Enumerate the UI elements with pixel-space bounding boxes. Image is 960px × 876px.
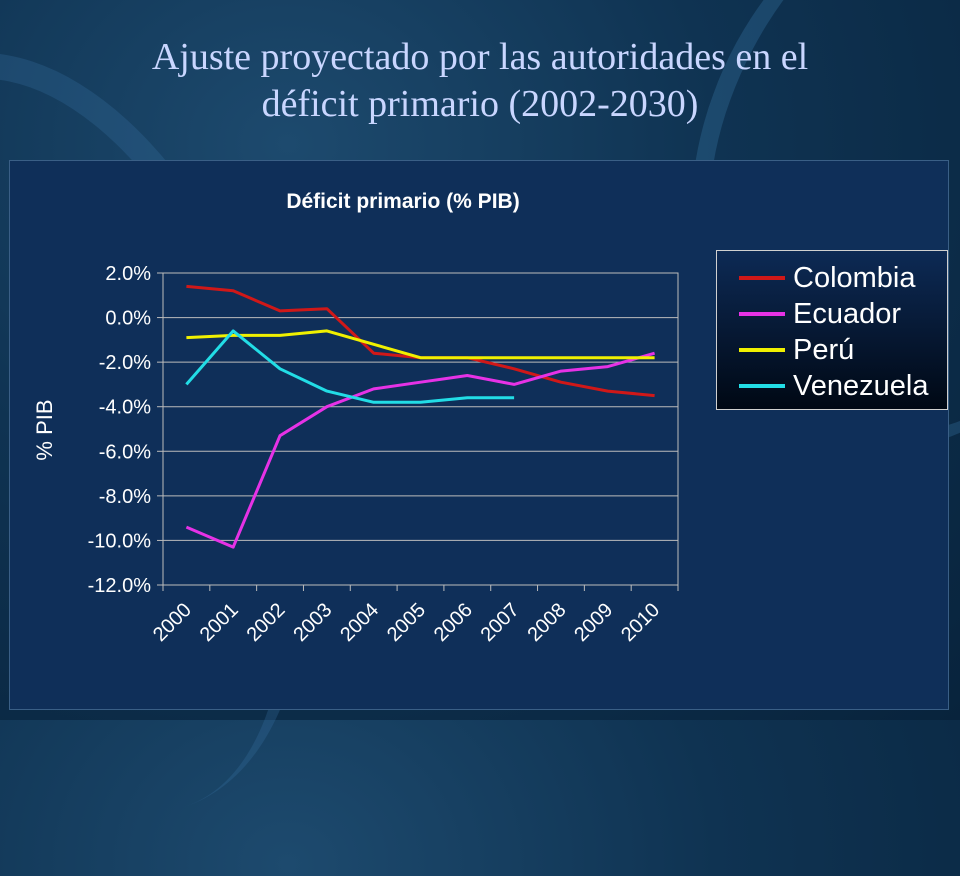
series-line-colombia — [186, 284, 655, 398]
x-tick-label: 2009 — [570, 599, 617, 646]
legend-item-colombia: Colombia — [717, 259, 947, 297]
y-tick-label: -10.0% — [88, 530, 152, 552]
legend-swatch — [739, 348, 785, 352]
legend-swatch — [739, 384, 785, 388]
x-tick-label: 2001 — [196, 599, 243, 646]
y-tick-label: 0.0% — [105, 308, 151, 330]
legend-swatch — [739, 276, 785, 280]
x-tick-label: 2006 — [430, 599, 477, 646]
x-tick-label: 2010 — [617, 599, 664, 646]
legend-label: Ecuador — [793, 298, 902, 330]
legend-label: Perú — [793, 334, 855, 366]
legend-item-venezuela: Venezuela — [717, 367, 947, 405]
x-tick-label: 2005 — [383, 599, 430, 646]
slide-title: Ajuste proyectado por las autoridades en… — [0, 34, 960, 128]
chart-title: Déficit primario (% PIB) — [286, 190, 519, 213]
legend-swatch — [739, 312, 785, 316]
slide-title-line: Ajuste proyectado por las autoridades en… — [151, 36, 809, 78]
y-axis-label: % PIB — [32, 399, 57, 460]
legend-item-ecuador: Ecuador — [717, 295, 947, 333]
chart-legend: Colombia Ecuador Perú Venezuela — [716, 250, 948, 410]
x-tick-label: 2000 — [149, 599, 196, 646]
x-tick-label: 2002 — [243, 599, 290, 646]
legend-label: Venezuela — [793, 370, 929, 402]
y-tick-label: -8.0% — [99, 486, 151, 508]
y-tick-label: 2.0% — [105, 263, 151, 285]
series-line-venezuela — [185, 329, 515, 404]
x-tick-label: 2007 — [477, 599, 524, 646]
y-tick-label: -2.0% — [99, 352, 151, 374]
x-tick-label: 2008 — [523, 599, 570, 646]
legend-item-peru: Perú — [717, 331, 947, 369]
x-tick-label: 2003 — [289, 599, 336, 646]
y-tick-label: -6.0% — [99, 441, 151, 463]
y-tick-label: -4.0% — [99, 397, 151, 419]
plot-area — [162, 272, 679, 586]
legend-label: Colombia — [793, 262, 916, 294]
y-tick-label: -12.0% — [88, 575, 152, 597]
line-chart: Déficit primario (% PIB) % PIB 2.0% 0.0% -… — [32, 190, 679, 646]
series-line-peru — [186, 329, 655, 360]
series-line-ecuador — [185, 351, 656, 549]
x-tick-label: 2004 — [336, 599, 383, 646]
slide-title-line: déficit primario (2002-2030) — [261, 83, 699, 125]
